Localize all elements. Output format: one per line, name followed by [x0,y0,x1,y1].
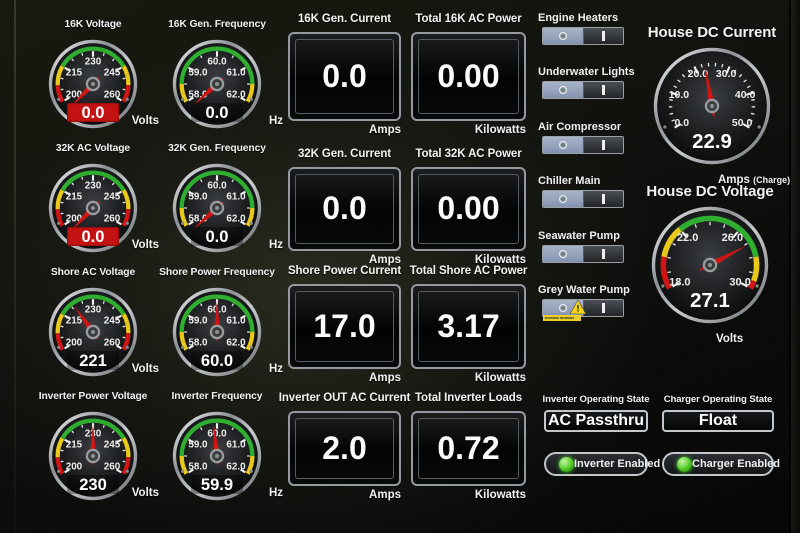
svg-text:61.0: 61.0 [226,192,246,203]
svg-text:200: 200 [66,338,83,349]
svg-text:61.0: 61.0 [226,68,246,79]
svg-text:60.0: 60.0 [207,429,227,440]
svg-text:245: 245 [104,192,121,203]
svg-text:245: 245 [104,68,121,79]
svg-text:230: 230 [85,181,102,192]
svg-text:58.0: 58.0 [188,462,208,473]
svg-text:200: 200 [66,462,83,473]
svg-text:0.0: 0.0 [675,117,690,129]
svg-text:30.0: 30.0 [729,276,750,288]
svg-text:260: 260 [104,462,121,473]
svg-text:230: 230 [85,305,102,316]
svg-text:10.0: 10.0 [669,89,690,101]
svg-text:58.0: 58.0 [188,338,208,349]
svg-text:60.0: 60.0 [207,57,227,68]
svg-text:59.0: 59.0 [188,68,208,79]
svg-text:40.0: 40.0 [735,89,756,101]
svg-text:59.0: 59.0 [188,440,208,451]
svg-text:60.0: 60.0 [207,181,227,192]
svg-text:22.0: 22.0 [677,232,698,244]
svg-text:18.0: 18.0 [669,276,690,288]
svg-text:245: 245 [104,316,121,327]
svg-text:215: 215 [66,192,83,203]
svg-text:215: 215 [66,316,83,327]
svg-text:26.0: 26.0 [722,232,743,244]
svg-text:59.0: 59.0 [188,316,208,327]
svg-text:260: 260 [104,90,121,101]
svg-text:61.0: 61.0 [226,316,246,327]
svg-text:62.0: 62.0 [226,90,246,101]
svg-text:50.0: 50.0 [732,117,753,129]
svg-text:260: 260 [104,338,121,349]
svg-text:62.0: 62.0 [226,462,246,473]
svg-text:245: 245 [104,440,121,451]
svg-text:30.0: 30.0 [716,68,737,80]
svg-text:61.0: 61.0 [226,440,246,451]
svg-text:!: ! [576,304,579,314]
svg-text:215: 215 [66,68,83,79]
svg-text:59.0: 59.0 [188,192,208,203]
svg-text:230: 230 [85,57,102,68]
svg-text:62.0: 62.0 [226,338,246,349]
svg-text:215: 215 [66,440,83,451]
svg-text:260: 260 [104,214,121,225]
svg-text:20.0: 20.0 [688,68,709,80]
svg-text:62.0: 62.0 [226,214,246,225]
